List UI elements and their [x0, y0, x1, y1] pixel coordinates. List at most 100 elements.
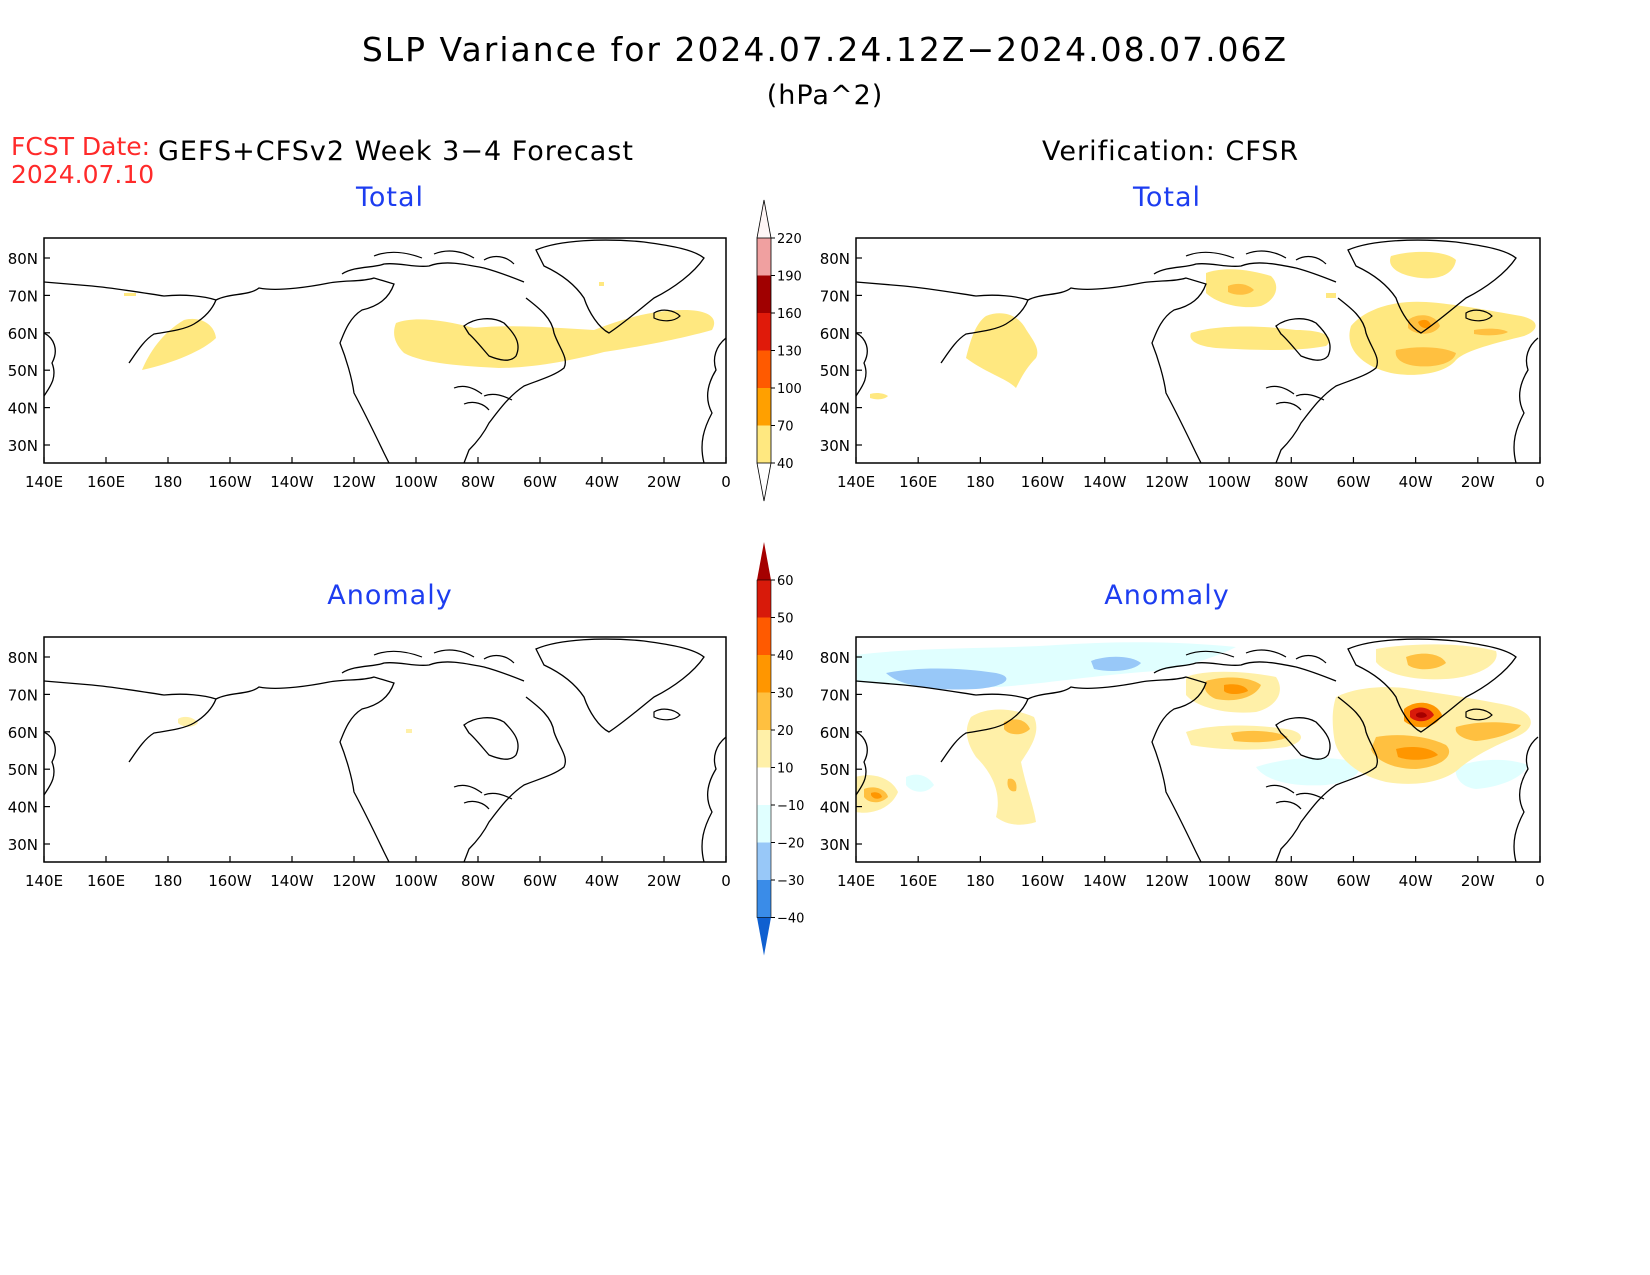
- panel-title-forecast-anomaly: Anomaly: [327, 580, 453, 611]
- lon-tick-label: 100W: [394, 473, 438, 491]
- fcst-date-label: FCST Date:: [11, 132, 151, 161]
- lon-tick-label: 160W: [1021, 473, 1065, 491]
- lon-tick-label: 160E: [87, 473, 125, 491]
- colorbar-total-bin: [757, 238, 771, 276]
- lon-axis-p1: 140E 160E 180 160W 140W 120W 100W 80W 60W 40W 20W 0: [25, 457, 731, 491]
- lat-tick-label: 80N: [820, 250, 850, 268]
- colorbar-anomaly-top-arrow: [757, 542, 771, 580]
- shaded-region-north-atlantic: [1349, 301, 1536, 375]
- colorbar-total-bin: [757, 275, 771, 313]
- lat-tick-label: 30N: [8, 836, 38, 854]
- lat-tick-label: 70N: [820, 287, 850, 305]
- lon-axis-p4: 140E 160E 180 160W 140W 120W 100W 80W 60W 40W 20W 0: [837, 856, 1545, 890]
- colorbar-anomaly-bin: [757, 767, 771, 805]
- main-title: SLP Variance for 2024.07.24.12Z−2024.08.…: [361, 30, 1289, 69]
- lon-tick-label: 60W: [1336, 473, 1370, 491]
- lon-tick-label: 140E: [25, 872, 63, 890]
- lon-tick-label: 140W: [1083, 872, 1127, 890]
- shaded-pos-bering-core: [1004, 719, 1030, 735]
- colorbar-anomaly-bottom-arrow: [757, 917, 771, 956]
- shaded-pos-arctic-canada-peak: [1224, 684, 1248, 694]
- lon-tick-label: 160W: [208, 473, 252, 491]
- lon-tick-label: 40W: [585, 473, 619, 491]
- lon-tick-label: 0: [1535, 872, 1545, 890]
- panel-title-verification-anomaly: Anomaly: [1104, 580, 1230, 611]
- lon-tick-label: 80W: [1274, 872, 1308, 890]
- colorbar-anomaly-bin: [757, 730, 771, 768]
- colorbar-total: 40 70 100 130 160 190 220: [756, 199, 802, 502]
- lat-tick-label: 30N: [820, 437, 850, 455]
- lat-tick-label: 60N: [8, 724, 38, 742]
- shaded-pos-bering-sub: [1007, 778, 1017, 792]
- lat-tick-label: 70N: [8, 686, 38, 704]
- lon-axis-p3: 140E 160E 180 160W 140W 120W 100W 80W 60W 40W 20W 0: [25, 856, 731, 890]
- lon-tick-label: 140E: [25, 473, 63, 491]
- lat-tick-label: 70N: [820, 686, 850, 704]
- colorbar-total-label: 160: [777, 307, 802, 322]
- right-column-header: Verification: CFSR: [1042, 136, 1300, 167]
- lat-tick-label: 60N: [820, 724, 850, 742]
- lat-tick-label: 40N: [8, 799, 38, 817]
- lon-tick-label: 100W: [1207, 473, 1251, 491]
- units-label: (hPa^2): [766, 80, 884, 111]
- lon-tick-label: 180: [154, 872, 183, 890]
- shaded-dot-bering: [178, 716, 198, 727]
- shaded-pos-bering: [966, 709, 1037, 825]
- lat-tick-label: 50N: [8, 761, 38, 779]
- lon-tick-label: 180: [966, 473, 995, 491]
- lat-tick-label: 50N: [820, 761, 850, 779]
- lon-tick-label: 140E: [837, 872, 875, 890]
- shaded-neg-pacific: [906, 774, 934, 792]
- colorbar-anomaly-bin: [757, 580, 771, 618]
- lon-tick-label: 60W: [523, 473, 557, 491]
- lon-tick-label: 140W: [270, 473, 314, 491]
- lon-tick-label: 0: [721, 473, 731, 491]
- lon-tick-label: 120W: [332, 473, 376, 491]
- panel-verification-anomaly: 80N 70N 60N 50N 40N 30N 140E 160E 180 160W 140W 12…: [820, 636, 1545, 890]
- colorbar-total-label: 220: [777, 232, 802, 247]
- colorbar-anomaly-bin: [757, 842, 771, 880]
- lon-tick-label: 20W: [1461, 473, 1495, 491]
- colorbar-total-bin: [757, 313, 771, 351]
- lon-tick-label: 120W: [1145, 872, 1189, 890]
- shaded-region-hudson: [1190, 326, 1330, 350]
- shaded-peak-north-atlantic: [1418, 319, 1431, 329]
- shaded-core-north-atlantic-ring: [1395, 347, 1456, 367]
- shaded-neg-eastern-canada: [1256, 757, 1360, 786]
- lon-tick-label: 80W: [1274, 473, 1308, 491]
- lon-tick-label: 40W: [1399, 473, 1433, 491]
- lat-tick-label: 60N: [8, 325, 38, 343]
- lon-tick-label: 0: [721, 872, 731, 890]
- shaded-dot-aleutian: [870, 392, 888, 400]
- colorbar-anomaly-label: 20: [777, 724, 794, 739]
- shaded-pos-japan-peak: [871, 792, 882, 799]
- lat-tick-label: 80N: [8, 250, 38, 268]
- colorbar-total-bottom-arrow: [756, 462, 772, 502]
- shaded-neg-beaufort-core: [1091, 656, 1141, 671]
- lat-tick-label: 50N: [820, 362, 850, 380]
- lon-tick-label: 140W: [270, 872, 314, 890]
- shaded-dot-labrador: [1326, 293, 1336, 298]
- shaded-pos-east-atlantic: [1455, 722, 1521, 741]
- shaded-core-arctic-canada: [1228, 283, 1254, 295]
- colorbar-anomaly-label: 30: [777, 687, 794, 702]
- shaded-region-alaska: [142, 318, 216, 370]
- lat-tick-label: 70N: [8, 287, 38, 305]
- colorbar-anomaly-label: −10: [777, 799, 804, 814]
- shaded-region-greenland-north: [1390, 251, 1456, 279]
- panel-forecast-total: 80N 70N 60N 50N 40N 30N 140E 160E 180 160W 140W 12…: [8, 237, 731, 491]
- shaded-neg-arctic-core: [886, 668, 1007, 690]
- colorbar-anomaly: 60 50 40 30 20 10 −10 −20 −30 −40: [756, 542, 804, 956]
- colorbar-anomaly-label: 50: [777, 612, 794, 627]
- colorbar-anomaly-label: −30: [777, 874, 804, 889]
- colorbar-total-label: 190: [777, 270, 802, 285]
- fcst-date-value: 2024.07.10: [11, 160, 155, 189]
- colorbar-total-label: 40: [777, 457, 794, 472]
- lon-tick-label: 40W: [1399, 872, 1433, 890]
- lat-axis-p2: 80N 70N 60N 50N 40N 30N: [820, 250, 862, 455]
- colorbar-anomaly-bin: [757, 805, 771, 843]
- shaded-region-alaska-bering: [966, 313, 1038, 388]
- shaded-pos-north-atlantic-ring-core: [1396, 747, 1438, 760]
- colorbar-anomaly-label: 40: [777, 649, 794, 664]
- shaded-neg-east-atlantic: [1455, 759, 1528, 789]
